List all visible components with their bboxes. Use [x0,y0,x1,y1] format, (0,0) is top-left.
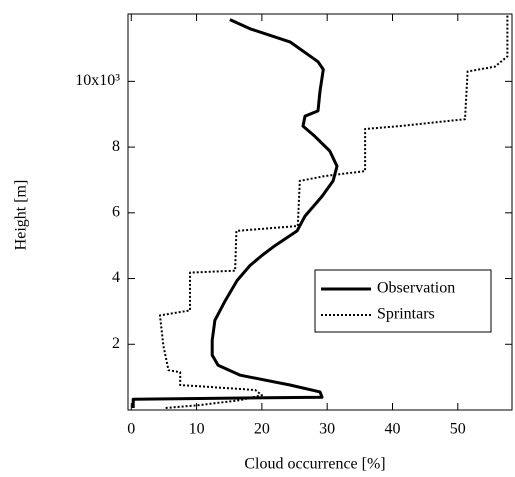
legend-box [314,269,492,333]
x-tick-label: 50 [450,421,466,438]
series-line [131,18,339,408]
y-tick-label: 2 [112,335,120,352]
y-tick-label: 10x10³ [75,72,120,89]
y-tick-label: 6 [112,203,120,220]
x-tick-label: 30 [319,421,335,438]
y-tick-label: 4 [112,269,120,286]
x-tick-label: 40 [384,421,400,438]
x-axis-label: Cloud occurrence [%] [244,456,385,473]
y-tick-label: 8 [112,138,120,155]
x-tick-label: 20 [254,421,270,438]
x-tick-label: 10 [189,421,205,438]
plot-frame [127,13,513,411]
legend-label: Sprintars [377,306,435,323]
y-axis-label: Height [m] [13,180,30,251]
x-tick-label: 0 [127,421,135,438]
series-line [159,15,509,409]
legend-label: Observation [377,280,455,297]
